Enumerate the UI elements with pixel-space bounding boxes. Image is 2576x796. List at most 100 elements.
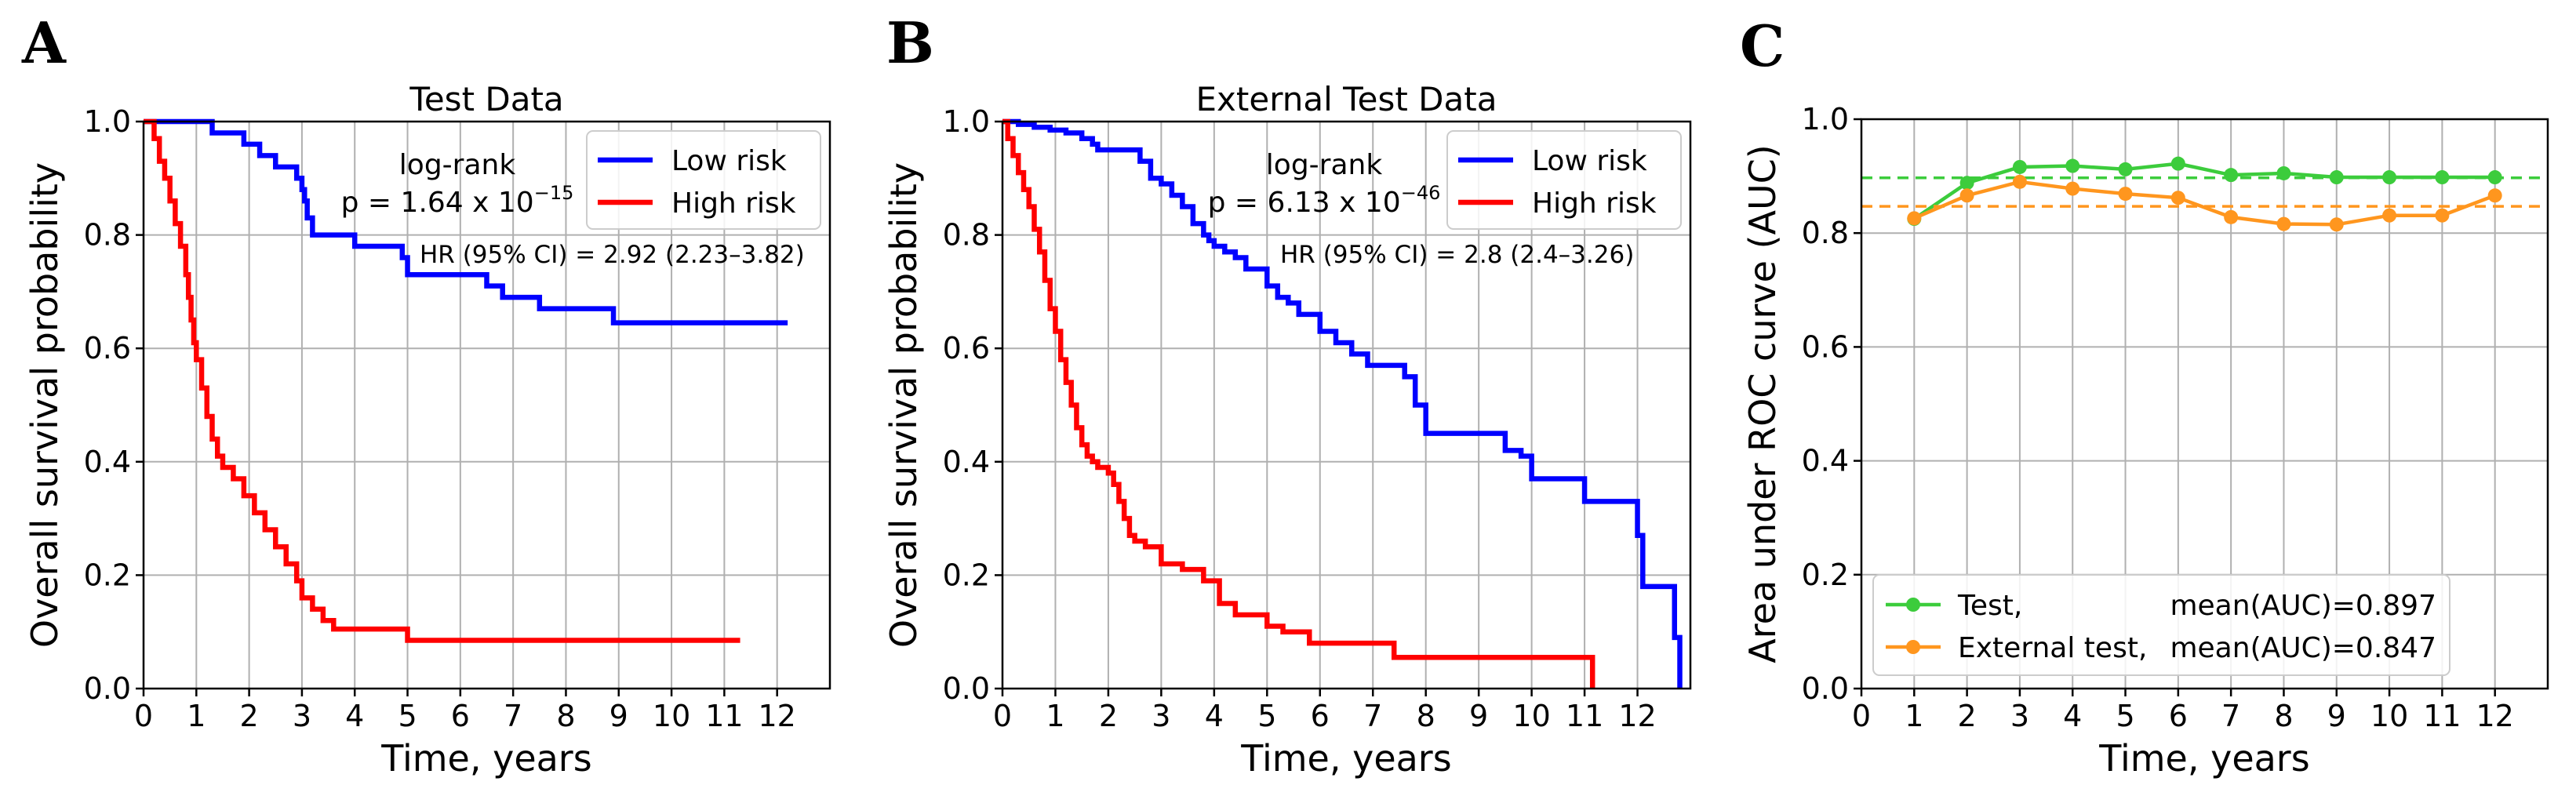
legend-label: Low risk <box>671 145 787 177</box>
auc-point <box>2224 209 2239 224</box>
x-tick-label: 11 <box>2423 699 2461 733</box>
auc-point <box>2382 208 2397 223</box>
x-tick-label: 4 <box>345 699 364 733</box>
logrank-label: log-rank <box>1266 149 1383 181</box>
plot-frame <box>1001 120 1692 690</box>
y-tick-label: 0.0 <box>1802 671 1849 706</box>
x-tick-label: 9 <box>2327 699 2346 733</box>
legend-label: High risk <box>671 187 796 220</box>
hr-label: HR (95% CI) = 2.8 (2.4–3.26) <box>1280 241 1634 269</box>
legend-mean: mean(AUC)=0.847 <box>2170 632 2436 664</box>
auc-point <box>2487 188 2502 203</box>
x-tick-label: 7 <box>504 699 522 733</box>
x-tick-label: 10 <box>2370 699 2408 733</box>
p-value-label: p = 1.64 x 10−15 <box>341 182 574 219</box>
x-tick-label: 4 <box>2063 699 2082 733</box>
auc-point <box>2170 156 2185 171</box>
x-axis-label: Time, years <box>2098 737 2309 780</box>
auc-point <box>2435 208 2450 223</box>
y-axis-label: Area under ROC curve (AUC) <box>1741 144 1784 663</box>
y-tick-label: 0.4 <box>84 445 131 479</box>
km-curve-high-risk <box>144 118 740 643</box>
auc-point <box>2329 217 2344 232</box>
x-tick-label: 12 <box>2476 699 2514 733</box>
km-curve-high-risk <box>1002 118 1595 689</box>
x-tick-label: 9 <box>609 699 628 733</box>
x-tick-label: 3 <box>2010 699 2029 733</box>
x-tick-label: 7 <box>1363 699 1382 733</box>
x-tick-label: 8 <box>2274 699 2293 733</box>
legend-label: External test, <box>1958 632 2147 664</box>
auc-point <box>2012 174 2027 189</box>
x-tick-label: 12 <box>1618 699 1656 733</box>
x-tick-label: 1 <box>1905 699 1923 733</box>
x-tick-label: 11 <box>705 699 743 733</box>
auc-point <box>2435 170 2450 185</box>
auc-point <box>2487 170 2502 185</box>
chart-title: External Test Data <box>1196 80 1497 118</box>
x-tick-label: 3 <box>293 699 311 733</box>
x-tick-label: 6 <box>1311 699 1330 733</box>
x-tick-label: 2 <box>1099 699 1118 733</box>
x-axis-label: Time, years <box>1240 737 1451 780</box>
logrank-label: log-rank <box>399 149 516 181</box>
auc-point <box>2382 170 2397 185</box>
x-tick-label: 7 <box>2221 699 2240 733</box>
y-tick-label: 0.8 <box>84 218 131 253</box>
y-axis-label: Overall survival probability <box>882 162 925 648</box>
x-tick-label: 9 <box>1469 699 1488 733</box>
y-tick-label: 0.0 <box>84 671 131 706</box>
y-tick-label: 0.6 <box>943 331 990 365</box>
y-tick-label: 0.4 <box>1802 444 1849 478</box>
x-tick-label: 12 <box>759 699 796 733</box>
panel-b-chart: 0 1 2 3 4 5 6 7 8 9 10 11 120.00.20.40.60.81.0Time, … <box>882 80 1692 780</box>
p-value-label: p = 6.13 x 10−46 <box>1208 182 1441 219</box>
x-tick-label: 0 <box>993 699 1012 733</box>
auc-point <box>2276 216 2291 231</box>
x-tick-label: 5 <box>2116 699 2134 733</box>
auc-point <box>1959 188 1974 203</box>
y-tick-label: 0.6 <box>84 331 131 365</box>
x-tick-label: 2 <box>1958 699 1977 733</box>
auc-point <box>2065 158 2080 173</box>
x-tick-label: 5 <box>1257 699 1276 733</box>
legend-marker <box>1906 598 1920 612</box>
km-curve-low-risk <box>1002 118 1683 689</box>
auc-point <box>1959 176 1974 191</box>
y-axis-label: Overall survival probability <box>24 162 66 648</box>
plot-frame <box>1860 118 2549 690</box>
auc-point <box>2170 191 2185 205</box>
auc-line-0 <box>1913 162 2495 220</box>
x-tick-label: 5 <box>398 699 417 733</box>
legend-mean: mean(AUC)=0.897 <box>2170 590 2436 622</box>
y-tick-label: 1.0 <box>943 104 990 139</box>
x-tick-label: 3 <box>1152 699 1170 733</box>
y-tick-label: 0.4 <box>943 445 990 479</box>
auc-point <box>2118 187 2133 202</box>
auc-point <box>2329 170 2344 185</box>
y-tick-label: 0.2 <box>1802 558 1849 592</box>
legend-box <box>1872 574 2450 676</box>
auc-point <box>2276 165 2291 180</box>
legend-label: Test, <box>1957 590 2022 622</box>
panel-letter-b: B <box>886 9 934 76</box>
plot-frame <box>142 120 831 690</box>
x-tick-label: 10 <box>1512 699 1550 733</box>
panel-a-chart: 0 1 2 3 4 5 6 7 8 9 10 11 120.00.20.40.60.81.0Time, … <box>24 80 831 780</box>
y-tick-label: 0.6 <box>1802 329 1849 364</box>
x-tick-label: 6 <box>451 699 470 733</box>
y-tick-label: 0.8 <box>1802 216 1849 250</box>
legend-marker <box>1906 640 1920 654</box>
y-tick-label: 0.2 <box>943 558 990 592</box>
legend-label: High risk <box>1532 187 1657 220</box>
x-tick-label: 1 <box>187 699 206 733</box>
auc-point <box>2065 181 2080 196</box>
x-tick-label: 10 <box>653 699 690 733</box>
x-axis-label: Time, years <box>380 737 591 780</box>
auc-line-1 <box>1913 180 2496 227</box>
x-tick-label: 6 <box>2169 699 2188 733</box>
x-tick-label: 0 <box>1852 699 1871 733</box>
x-tick-label: 8 <box>1417 699 1435 733</box>
auc-point <box>2224 168 2239 183</box>
auc-point <box>1907 211 1922 226</box>
